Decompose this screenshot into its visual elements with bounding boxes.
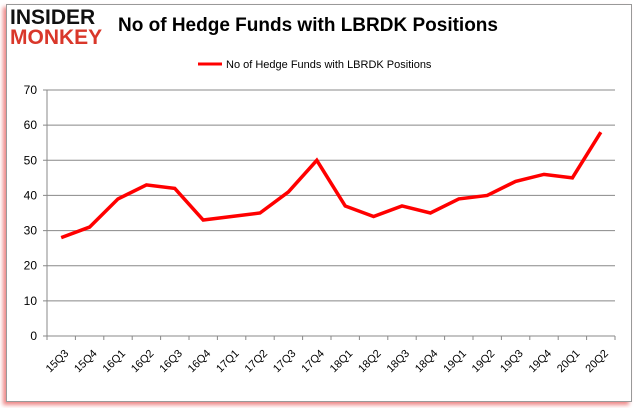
x-tick-label: 17Q3: [271, 348, 299, 376]
x-tick-label: 16Q3: [157, 348, 185, 376]
y-tick-label: 70: [24, 83, 38, 97]
y-tick-label: 50: [24, 153, 38, 167]
y-tick-label: 0: [30, 329, 37, 343]
x-tick-label: 18Q3: [385, 348, 413, 376]
y-tick-label: 10: [24, 294, 38, 308]
logo-line1: INSIDER: [10, 6, 96, 29]
y-tick-label: 30: [24, 224, 38, 238]
x-tick-label: 19Q2: [470, 348, 498, 376]
x-tick-label: 17Q2: [243, 348, 271, 376]
x-tick-label: 15Q4: [72, 348, 100, 376]
x-tick-label: 17Q4: [299, 348, 327, 376]
series-line: [60, 131, 603, 240]
x-tick-label: 18Q2: [356, 348, 384, 376]
y-tick-label: 40: [24, 188, 38, 202]
logo-line2: MONKEY: [10, 26, 103, 49]
y-tick-label: 60: [24, 118, 38, 132]
x-tick-label: 15Q3: [44, 348, 72, 376]
x-tick-label: 16Q4: [186, 348, 214, 376]
x-tick-label: 16Q2: [129, 348, 157, 376]
chart-title: No of Hedge Funds with LBRDK Positions: [118, 15, 498, 36]
x-tick-label: 17Q1: [214, 348, 242, 376]
x-tick-label: 20Q1: [555, 348, 583, 376]
x-tick-label: 20Q2: [583, 348, 611, 376]
x-tick-label: 19Q3: [498, 348, 526, 376]
x-tick-label: 19Q4: [527, 348, 555, 376]
x-tick-label: 16Q1: [101, 348, 129, 376]
x-tick-label: 18Q4: [413, 348, 441, 376]
legend-label: No of Hedge Funds with LBRDK Positions: [226, 59, 432, 71]
x-tick-label: 18Q1: [328, 348, 356, 376]
insider-monkey-logo: INSIDER MONKEY: [10, 6, 103, 49]
y-tick-label: 20: [24, 259, 38, 273]
x-tick-label: 19Q1: [441, 348, 469, 376]
